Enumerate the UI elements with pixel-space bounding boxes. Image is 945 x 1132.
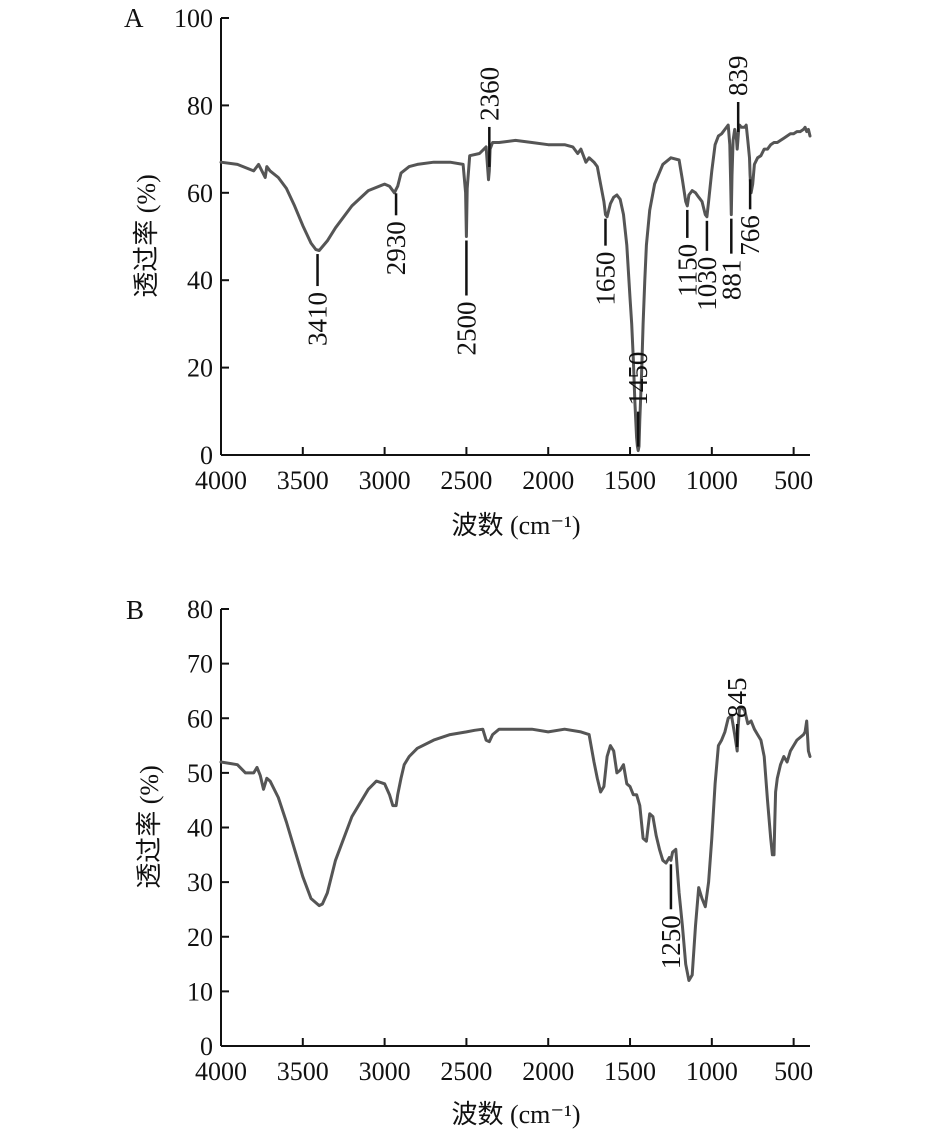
y-tick-label: 30 [187,868,213,897]
x-tick-label: 3500 [277,1057,329,1086]
y-tick-label: 20 [187,923,213,952]
annotation-label: 3410 [303,292,333,346]
annotation-label: 839 [723,56,753,97]
x-tick-label: 4000 [195,466,247,495]
panel-letter-b: B [126,595,144,625]
x-tick-label: 2500 [440,466,492,495]
series-layer-b [219,705,812,982]
annotation-label: 1150 [672,244,702,297]
x-tick-label: 1500 [604,1057,656,1086]
panel-b: B 透过率 (%) 波数 (cm⁻¹) 0 10 20 30 40 50 60 70 80 400… [126,595,813,1129]
x-axis-title-a: 波数 (cm⁻¹) [451,511,580,540]
y-tick-label: 0 [200,441,213,470]
annotations-b: 1250 845 [656,678,752,970]
x-tick-label: 3500 [277,466,329,495]
x-tick-label: 3000 [359,1057,411,1086]
y-tick-label: 10 [187,977,213,1006]
annotation-label: 1650 [591,252,621,306]
x-axis-title-b: 波数 (cm⁻¹) [451,1100,580,1129]
x-tick-label: 1000 [686,1057,738,1086]
y-tick-label: 100 [174,4,213,33]
y-tick-label: 70 [187,650,213,679]
y-tick-label: 40 [187,814,213,843]
annotation-label: 1250 [656,915,686,969]
x-tick-label: 500 [774,1057,813,1086]
annotation-label: 845 [722,678,752,719]
x-tick-label: 1000 [686,466,738,495]
annotation-label: 1450 [623,352,653,406]
y-axis-title-b: 透过率 (%) [135,765,164,888]
annotation-label: 766 [735,215,765,256]
annotation-label: 2500 [451,302,481,356]
y-axis-title-a: 透过率 (%) [132,174,161,297]
y-tick-label: 0 [200,1032,213,1061]
annotation-label: 2360 [474,67,504,121]
x-tick-label: 4000 [195,1057,247,1086]
spectrum-line [219,705,812,982]
panel-a: A 透过率 (%) 波数 (cm⁻¹) 0 20 40 60 80 100 4000 3500… [124,3,813,540]
x-tick-label: 500 [774,466,813,495]
annotation-label: 1030 [692,257,722,311]
x-tick-label: 2500 [440,1057,492,1086]
y-tick-label: 80 [187,91,213,120]
y-tick-label: 60 [187,179,213,208]
axes-b: 0 10 20 30 40 50 60 70 80 4000 3500 3000 2500 2000 150… [187,595,813,1086]
y-tick-label: 40 [187,266,213,295]
annotation-label: 2930 [381,221,411,275]
panel-letter-a: A [124,3,144,33]
x-tick-label: 2000 [522,1057,574,1086]
y-tick-label: 50 [187,759,213,788]
x-tick-label: 1500 [604,466,656,495]
annotation-label: 881 [716,260,746,301]
axes-a: 0 20 40 60 80 100 4000 3500 3000 2500 2000 1500 1000… [174,4,813,495]
series-layer-a [219,123,812,453]
y-tick-label: 20 [187,354,213,383]
x-tick-label: 2000 [522,466,574,495]
y-tick-label: 60 [187,704,213,733]
y-tick-label: 80 [187,595,213,624]
x-tick-label: 3000 [359,466,411,495]
spectrum-line [219,123,812,453]
